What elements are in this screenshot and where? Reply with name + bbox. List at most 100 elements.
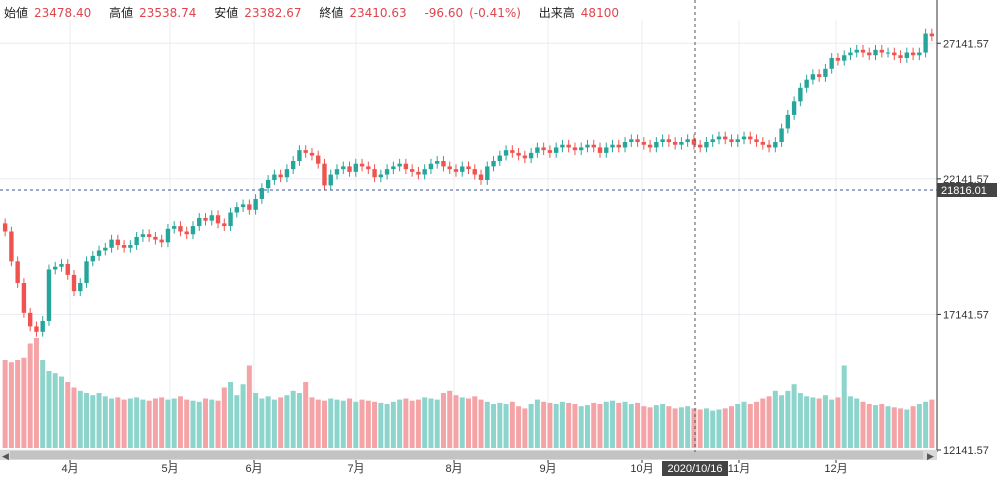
change-value: -96.60 <box>424 6 464 20</box>
candle-body <box>729 139 734 143</box>
volume-bar <box>503 404 509 448</box>
volume-bar <box>841 365 847 448</box>
candle-body <box>278 174 283 178</box>
candle-body <box>478 174 484 180</box>
scroll-left-arrow[interactable]: ◀ <box>2 451 9 461</box>
candle-body <box>434 160 440 164</box>
crosshair-price-box <box>937 183 997 197</box>
volume-bar <box>409 400 415 448</box>
candle-body <box>672 142 678 145</box>
volume-bar <box>71 387 77 448</box>
candle-body <box>704 142 709 148</box>
volume-bar <box>728 406 734 448</box>
candle-body <box>259 188 265 199</box>
volume-bar <box>678 407 684 448</box>
candle-body <box>779 128 784 143</box>
crosshair-date-box <box>662 461 728 476</box>
candle-body <box>184 231 189 235</box>
volume-bar <box>891 407 897 448</box>
volume-bar <box>159 397 165 448</box>
candle-body <box>447 166 452 170</box>
candle-body <box>860 49 866 53</box>
candle-body <box>128 245 133 248</box>
volume-bar <box>84 393 90 448</box>
candle-body <box>723 136 728 140</box>
high-label: 高値 <box>109 6 134 20</box>
candle-body <box>604 147 609 153</box>
candle-body <box>622 142 628 148</box>
candle-body <box>923 33 928 53</box>
volume-bar <box>309 397 315 448</box>
candle-body <box>823 68 828 77</box>
volume-bar <box>102 396 108 448</box>
volume-bar <box>478 399 484 448</box>
candle-body <box>403 163 409 170</box>
volume-bar <box>271 399 277 448</box>
volume-bar <box>415 399 421 448</box>
candle-body <box>240 204 246 208</box>
candle-body <box>685 139 690 143</box>
candle-body <box>134 236 139 246</box>
candle-body <box>741 136 747 140</box>
volume-bar <box>390 401 396 448</box>
volume-bar <box>353 401 359 448</box>
candle-body <box>146 234 152 237</box>
volume-bar <box>760 398 766 448</box>
volume-bar <box>497 402 503 448</box>
volume-bar <box>303 382 309 448</box>
candle-body <box>829 57 834 69</box>
volume-bar <box>21 357 27 448</box>
candle-body <box>209 215 214 221</box>
candle-body <box>103 247 108 251</box>
candle-body <box>572 147 578 151</box>
candle-body <box>710 139 715 143</box>
scroll-right-arrow[interactable]: ▶ <box>927 451 934 461</box>
volume-bar <box>140 399 146 448</box>
candle-body <box>579 147 584 151</box>
volume-bar <box>697 409 703 448</box>
candle-body <box>560 144 565 148</box>
close-value: 23410.63 <box>349 6 407 20</box>
volume-bar <box>635 402 641 448</box>
volume-bar <box>171 398 177 448</box>
volume-bar <box>196 401 202 448</box>
volume-bar <box>52 373 58 448</box>
price-tick-label: 27141.57 <box>943 38 989 50</box>
candle-body <box>2 223 8 232</box>
scrollbar-thumb[interactable] <box>10 451 923 459</box>
time-tick-label: 12月 <box>824 463 847 475</box>
volume-bar <box>428 398 434 448</box>
volume-bar <box>616 402 622 448</box>
candle-body <box>53 266 58 270</box>
volume-bar <box>440 393 446 448</box>
candle-body <box>791 101 797 115</box>
volume-bar <box>234 395 240 448</box>
volume-bar <box>591 402 597 448</box>
candle-body <box>566 144 571 148</box>
candle-body <box>428 163 434 170</box>
candle-body <box>222 223 227 227</box>
candle-body <box>641 142 647 145</box>
candle-body <box>885 52 891 54</box>
candle-body <box>197 217 202 227</box>
candle-body <box>541 147 546 151</box>
volume-bar <box>378 402 384 448</box>
candle-body <box>109 239 114 248</box>
time-tick-label: 5月 <box>161 463 178 475</box>
candle-body <box>153 236 158 240</box>
open-value: 23478.40 <box>34 6 92 20</box>
volume-bar <box>835 397 841 448</box>
volume-bar <box>553 404 559 448</box>
candle-body <box>522 155 528 159</box>
volume-bar <box>516 406 522 448</box>
candle-body <box>359 163 365 167</box>
volume-bar <box>584 405 590 448</box>
candle-body <box>71 274 77 292</box>
volume-bar <box>873 405 879 448</box>
volume-bar <box>822 395 828 448</box>
volume-bar <box>321 400 327 448</box>
volume-bar <box>816 398 822 448</box>
volume-bar <box>77 390 83 448</box>
change-percent: (-0.41%) <box>469 6 521 20</box>
